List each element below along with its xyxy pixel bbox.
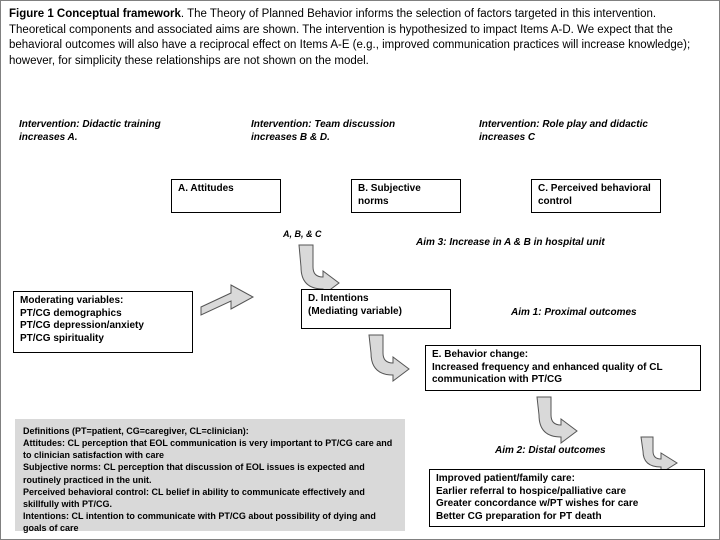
aim-3: Aim 3: Increase in A & B in hospital uni… [416,237,605,250]
figure-frame: Figure 1 Conceptual framework. The Theor… [0,0,720,540]
box-b-subjective-norms: B. Subjective norms [351,179,461,213]
arrow-moderating-to-d-icon [197,281,257,321]
box-d-intentions: D. Intentions (Mediating variable) [301,289,451,329]
label-intervention-c: Intervention: Role play and didactic inc… [479,119,689,144]
figure-caption: Figure 1 Conceptual framework. The Theor… [9,7,711,69]
arrow-d-to-e-icon [363,331,413,387]
box-c-perceived-control: C. Perceived behavioral control [531,179,661,213]
label-abc: A, B, & C [283,229,322,239]
arrow-e-to-distal-icon [531,393,581,449]
box-distal-outcomes: Improved patient/family care: Earlier re… [429,469,705,527]
label-intervention-a: Intervention: Didactic training increase… [19,119,169,144]
label-intervention-bd: Intervention: Team discussion increases … [251,119,431,144]
box-a-attitudes: A. Attitudes [171,179,281,213]
aim-1: Aim 1: Proximal outcomes [511,307,637,320]
definitions-panel: Definitions (PT=patient, CG=caregiver, C… [15,419,405,531]
aim-2: Aim 2: Distal outcomes [495,445,606,458]
box-moderating-variables: Moderating variables: PT/CG demographics… [13,291,193,353]
caption-lead: Figure 1 Conceptual framework [9,8,181,20]
box-e-behavior-change: E. Behavior change: Increased frequency … [425,345,701,391]
